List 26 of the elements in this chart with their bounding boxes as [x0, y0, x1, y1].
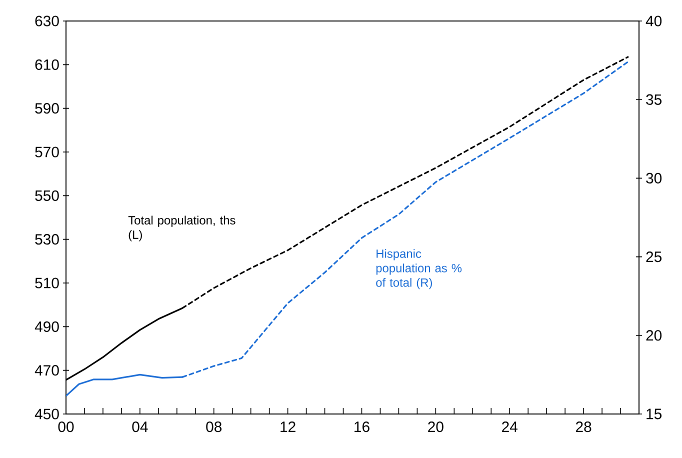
y-tick-label: 630	[35, 16, 59, 26]
x-tick-label: 24	[502, 422, 518, 432]
y2-tick-label: 25	[646, 252, 662, 262]
x-tick-label: 12	[280, 422, 296, 432]
y-tick-label: 550	[35, 190, 59, 201]
x-tick-label: 20	[428, 422, 444, 432]
y2-tick-label: 15	[646, 408, 662, 420]
y-tick-label: 450	[34, 408, 59, 420]
y-tick-label: 610	[35, 59, 59, 70]
text: Total population, ths (L)	[128, 216, 236, 242]
x-tick-label: 16	[354, 422, 370, 432]
x-tick-label: 04	[132, 422, 148, 432]
y2-tick-label: 30	[646, 172, 662, 184]
y-tick-label: 590	[35, 103, 59, 114]
y2-tick-label: 40	[646, 16, 662, 26]
y-tick-label: 570	[35, 146, 59, 158]
y-tick-label: 470	[34, 365, 59, 376]
y-tick-label: 490	[34, 321, 59, 332]
y2-tick-label: 20	[646, 330, 662, 341]
y-tick-label: 510	[35, 278, 59, 288]
y2-tick-label: 35	[646, 94, 662, 105]
text: Hispanic population as % of total (R)	[376, 249, 462, 290]
x-tick-label: 00	[58, 422, 74, 432]
y-tick-label: 530	[35, 234, 59, 245]
x-tick-label: 08	[206, 422, 222, 432]
x-tick-label: 28	[576, 422, 592, 432]
